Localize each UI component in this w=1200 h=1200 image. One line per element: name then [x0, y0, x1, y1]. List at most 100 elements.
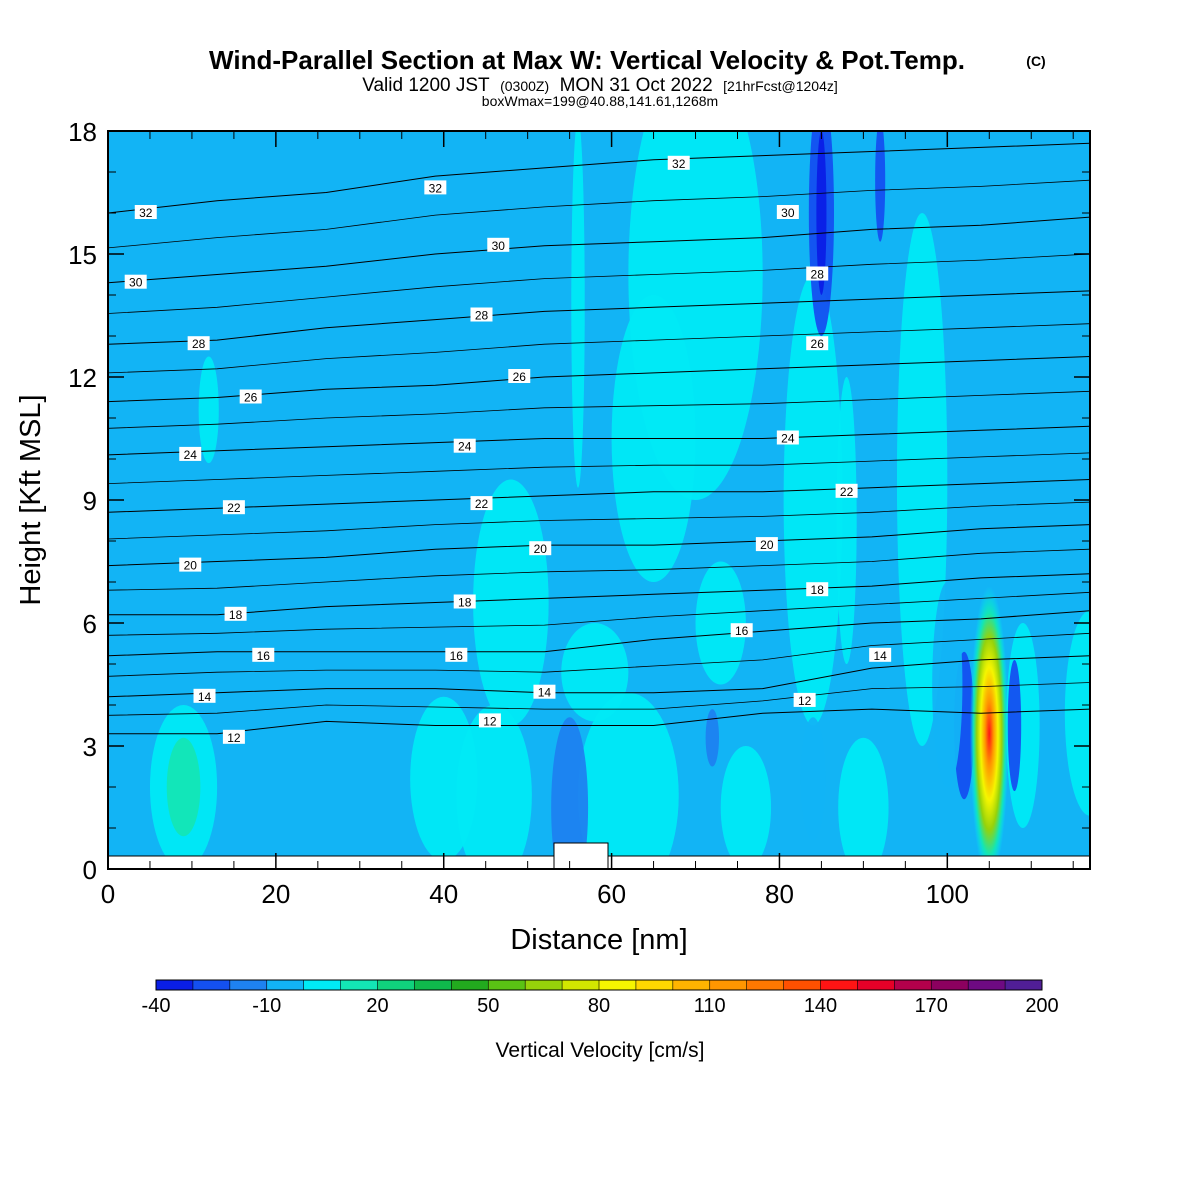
colorbar-swatch — [266, 980, 305, 990]
svg-text:26: 26 — [513, 370, 527, 384]
svg-text:18: 18 — [458, 596, 472, 610]
theta-contour-14 — [108, 655, 1090, 698]
contour-label: 22 — [222, 500, 245, 515]
x-tick-label: 100 — [926, 879, 969, 909]
y-tick-label: 0 — [83, 855, 97, 885]
theta-contour-26 — [108, 356, 1090, 403]
colorbar: -40 -10 20 50 80 110 140 170 200 — [142, 979, 1059, 1017]
forecast-info: [21hrFcst@1204z] — [723, 78, 838, 94]
contour-label: 20 — [529, 541, 552, 556]
theta-contour-22 — [108, 479, 1090, 513]
svg-text:22: 22 — [840, 485, 854, 499]
x-tick-label: 0 — [101, 879, 115, 909]
velocity-cell — [551, 717, 589, 869]
box-max-info: boxWmax=199@40.88,141.61,1268m — [482, 93, 718, 109]
velocity-cell — [166, 737, 201, 837]
velocity-cell — [473, 479, 549, 726]
svg-text:12: 12 — [227, 731, 241, 745]
colorbar-tick-label: 170 — [915, 995, 948, 1017]
colorbar-tick-label: -40 — [142, 995, 171, 1017]
theta-contour-18 — [108, 573, 1090, 616]
svg-text:14: 14 — [198, 690, 212, 704]
velocity-cell — [695, 561, 746, 685]
valid-time-line: Valid 1200 JST (0300Z) MON 31 Oct 2022 [… — [362, 75, 838, 96]
contour-label: 30 — [776, 205, 799, 220]
colorbar-tick-label: 200 — [1025, 995, 1058, 1017]
x-tick-label: 20 — [261, 879, 290, 909]
svg-text:28: 28 — [192, 337, 206, 351]
colorbar-tick-label: -10 — [252, 995, 281, 1017]
colorbar-swatch — [931, 980, 969, 990]
contour-label: 30 — [124, 274, 147, 290]
colorbar-swatch — [303, 980, 342, 990]
y-tick-label: 18 — [68, 117, 97, 147]
svg-text:30: 30 — [781, 206, 795, 220]
svg-text:18: 18 — [229, 608, 243, 622]
theta-contours — [108, 142, 1090, 735]
svg-text:24: 24 — [458, 440, 472, 454]
valid-utc: (0300Z) — [500, 78, 549, 94]
theta-contour-minor — [108, 501, 1090, 540]
x-tick-label: 60 — [597, 879, 626, 909]
contour-labels: 32 32 32 30 30 30 28 28 28 26 26 26 24 24 24 22 22 22 20 20… — [124, 155, 892, 745]
theta-contour-minor — [108, 591, 1090, 636]
contour-label: 26 — [239, 389, 262, 405]
velocity-cell — [705, 709, 720, 767]
colorbar-swatch — [414, 980, 452, 990]
svg-text:32: 32 — [672, 157, 686, 171]
theta-contour-minor — [108, 632, 1090, 677]
plot-area: 32 32 32 30 30 30 28 28 28 26 26 26 24 24 24 22 22 22 20 20… — [108, 131, 1090, 869]
max-updraft-core — [969, 586, 1009, 869]
theta-contour-20 — [108, 524, 1090, 567]
contour-label: 26 — [508, 369, 531, 384]
y-tick-label: 12 — [68, 363, 97, 393]
contour-label: 16 — [445, 647, 468, 663]
theta-contour-minor — [108, 179, 1090, 249]
copyright-mark: (C) — [1026, 53, 1045, 69]
contour-label: 18 — [224, 606, 247, 622]
y-tick-label: 3 — [83, 732, 97, 762]
contour-label: 24 — [453, 438, 476, 454]
theta-contour-minor — [108, 548, 1090, 591]
theta-contour-minor — [108, 323, 1090, 374]
valid-prefix: Valid 1200 JST — [362, 75, 490, 96]
svg-text:24: 24 — [781, 432, 795, 446]
theta-contour-minor — [108, 390, 1090, 429]
x-axis-label: Distance [nm] — [510, 924, 687, 956]
contour-label: 28 — [470, 307, 493, 323]
colorbar-swatch — [746, 980, 785, 990]
svg-text:16: 16 — [735, 624, 749, 638]
svg-text:18: 18 — [811, 583, 825, 597]
contour-label: 14 — [869, 647, 892, 663]
colorbar-tick-label: 50 — [477, 995, 499, 1017]
contour-label: 26 — [806, 336, 829, 351]
theta-contour-minor — [108, 253, 1090, 314]
chart-title: Wind-Parallel Section at Max W: Vertical… — [209, 45, 965, 75]
svg-text:22: 22 — [475, 497, 489, 511]
svg-text:24: 24 — [184, 448, 198, 462]
colorbar-swatch — [894, 980, 932, 990]
colorbar-swatch — [377, 980, 415, 990]
colorbar-swatch — [229, 980, 268, 990]
valid-date: MON 31 Oct 2022 — [560, 75, 713, 96]
contour-label: 24 — [776, 430, 799, 446]
colorbar-swatch — [783, 980, 821, 990]
contour-label: 22 — [835, 483, 858, 499]
y-tick-label: 6 — [83, 609, 97, 639]
contour-label: 32 — [134, 205, 157, 220]
contour-label: 14 — [533, 684, 556, 700]
colorbar-swatch — [968, 980, 1006, 990]
svg-text:16: 16 — [450, 649, 464, 663]
svg-text:22: 22 — [227, 501, 241, 515]
svg-text:28: 28 — [811, 268, 825, 282]
svg-text:12: 12 — [798, 694, 812, 708]
svg-text:32: 32 — [139, 206, 153, 220]
svg-text:20: 20 — [534, 542, 548, 556]
velocity-cell — [875, 131, 886, 242]
y-tick-label: 9 — [83, 486, 97, 516]
velocity-cell — [816, 131, 827, 295]
colorbar-swatch — [599, 980, 637, 990]
contour-label: 18 — [806, 582, 829, 597]
svg-text:30: 30 — [492, 239, 506, 253]
